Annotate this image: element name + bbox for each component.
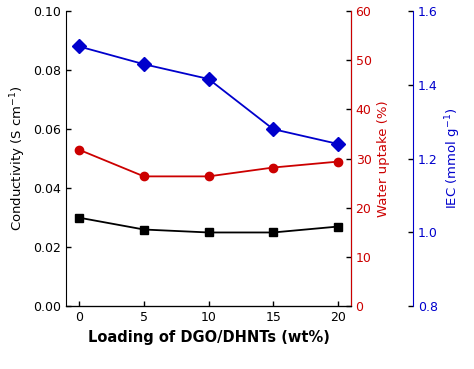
Y-axis label: IEC (mmol g$^{-1}$): IEC (mmol g$^{-1}$) xyxy=(444,108,463,209)
Y-axis label: Water uptake (%): Water uptake (%) xyxy=(377,100,390,217)
Y-axis label: Conductivity (S cm$^{-1}$): Conductivity (S cm$^{-1}$) xyxy=(9,86,28,231)
X-axis label: Loading of DGO/DHNTs (wt%): Loading of DGO/DHNTs (wt%) xyxy=(88,330,329,345)
